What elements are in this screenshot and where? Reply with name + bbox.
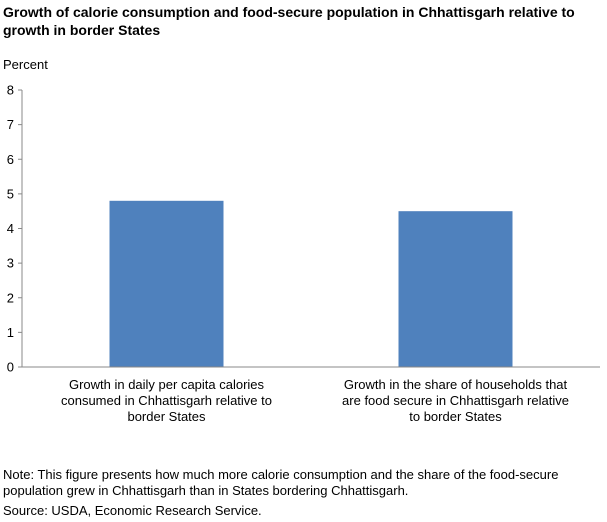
bar [398,211,513,367]
y-tick-label: 5 [7,186,14,201]
figure-note: Note: This figure presents how much more… [3,467,559,498]
y-tick-label: 8 [7,83,14,98]
y-tick-label: 4 [7,221,14,236]
y-tick-label: 7 [7,117,14,132]
y-tick-label: 6 [7,152,14,167]
bar [109,200,224,367]
y-tick-label: 3 [7,256,14,271]
y-tick-label: 0 [7,360,14,375]
y-tick-label: 1 [7,325,14,340]
x-category-label: Growth in the share of households that a… [342,377,569,424]
y-axis-ticks: 0 1 2 3 4 5 6 7 8 [7,83,22,375]
bars [109,200,513,367]
y-axis-label: Percent [3,57,48,72]
x-category-label: Growth in daily per capita calories cons… [60,377,272,424]
figure-source: Source: USDA, Economic Research Service. [3,503,262,518]
y-tick-label: 2 [7,290,14,305]
chart-title: Growth of calorie consumption and food-s… [3,4,575,38]
